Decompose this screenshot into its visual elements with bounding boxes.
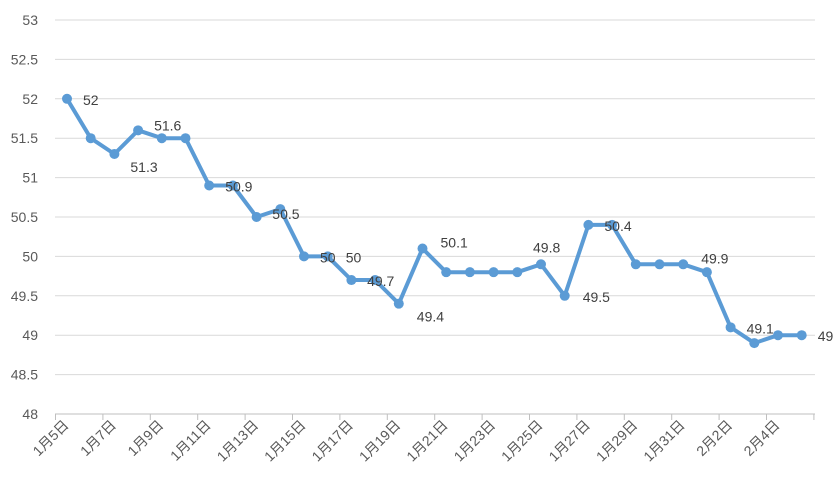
data-point <box>796 330 807 341</box>
x-tick-label: 1月15日 <box>261 417 309 465</box>
data-label: 49.8 <box>533 239 560 255</box>
data-point <box>749 338 760 349</box>
data-point <box>630 259 641 270</box>
y-tick-label: 48.5 <box>11 367 38 383</box>
y-tick-label: 49 <box>22 327 38 343</box>
y-tick-label: 50.5 <box>11 209 38 225</box>
data-point <box>464 267 475 278</box>
x-tick-label: 1月31日 <box>640 417 688 465</box>
data-point <box>322 251 333 262</box>
data-point <box>512 267 523 278</box>
data-label: 52 <box>83 92 99 108</box>
data-point <box>441 267 452 278</box>
y-tick-label: 49.5 <box>11 288 38 304</box>
data-label: 49.7 <box>367 273 394 289</box>
data-point <box>227 180 238 191</box>
data-label: 49.4 <box>417 309 444 325</box>
x-tick-label: 1月5日 <box>29 417 71 459</box>
data-point <box>488 267 499 278</box>
x-tick-label: 1月25日 <box>498 417 546 465</box>
data-point <box>607 219 618 230</box>
data-point <box>85 133 96 144</box>
data-point <box>299 251 309 262</box>
x-tick-label: 1月7日 <box>77 417 119 459</box>
x-tick-label: 1月21日 <box>403 417 451 465</box>
data-label: 51.3 <box>130 159 157 175</box>
y-tick-label: 51.5 <box>11 130 38 146</box>
data-point <box>180 133 191 144</box>
x-tick-label: 1月23日 <box>451 417 499 465</box>
data-point <box>654 259 665 270</box>
y-tick-label: 48 <box>22 406 38 422</box>
data-label: 50.5 <box>272 206 299 222</box>
x-tick-label: 2月4日 <box>740 417 782 459</box>
data-label: 49 <box>818 328 834 344</box>
data-point <box>583 219 594 230</box>
y-tick-label: 52.5 <box>11 51 38 67</box>
data-point <box>678 259 689 270</box>
x-tick-label: 1月9日 <box>124 417 166 459</box>
data-point <box>109 148 120 159</box>
x-axis-tick-labels: 1月5日 1月7日 1月9日 1月11日 1月13日 1月15日 1月17日 1月19日 1月2… <box>29 417 782 465</box>
data-point <box>133 125 144 136</box>
data-point <box>275 204 286 215</box>
x-axis <box>55 413 815 420</box>
data-label: 50.1 <box>441 235 468 251</box>
data-label: 49.5 <box>583 289 610 305</box>
y-tick-label: 50 <box>22 248 38 264</box>
data-point <box>725 322 736 333</box>
data-point <box>701 267 712 278</box>
x-tick-label: 1月13日 <box>214 417 262 465</box>
y-tick-label: 52 <box>22 91 38 107</box>
data-point <box>62 93 72 104</box>
y-tick-label: 51 <box>22 170 38 186</box>
data-point <box>536 259 546 270</box>
data-point <box>251 212 262 222</box>
data-point <box>346 275 357 286</box>
data-labels: 52 51.3 51.6 50.9 50.5 50 50 49.7 49.4 50.1 49.8 49… <box>83 92 833 344</box>
data-points <box>62 93 807 349</box>
data-point <box>370 275 381 286</box>
series-line <box>65 96 804 346</box>
data-label: 49.1 <box>747 320 774 336</box>
y-axis-tick-labels: 48 48.5 49 49.5 50 50.5 51 51.5 52 52.5 53 <box>11 12 38 422</box>
data-label: 50.4 <box>604 218 631 234</box>
data-point <box>156 133 167 144</box>
x-tick-label: 1月17日 <box>308 417 356 465</box>
series-line-group <box>65 96 804 346</box>
x-tick-label: 1月27日 <box>545 417 593 465</box>
data-label: 50.9 <box>225 178 252 194</box>
y-tick-label: 53 <box>22 12 38 28</box>
data-point <box>559 290 570 301</box>
data-label: 50 <box>346 249 362 265</box>
x-tick-label: 2月2日 <box>693 417 735 459</box>
data-point <box>204 180 215 191</box>
data-point <box>773 330 783 341</box>
x-tick-label: 1月29日 <box>593 417 641 465</box>
data-label: 51.6 <box>154 117 181 133</box>
data-label: 50 <box>320 249 336 265</box>
x-tick-label: 1月11日 <box>167 417 214 464</box>
data-label: 49.9 <box>701 250 728 266</box>
data-point <box>393 298 404 309</box>
data-point <box>417 243 428 254</box>
x-tick-label: 1月19日 <box>356 417 404 465</box>
